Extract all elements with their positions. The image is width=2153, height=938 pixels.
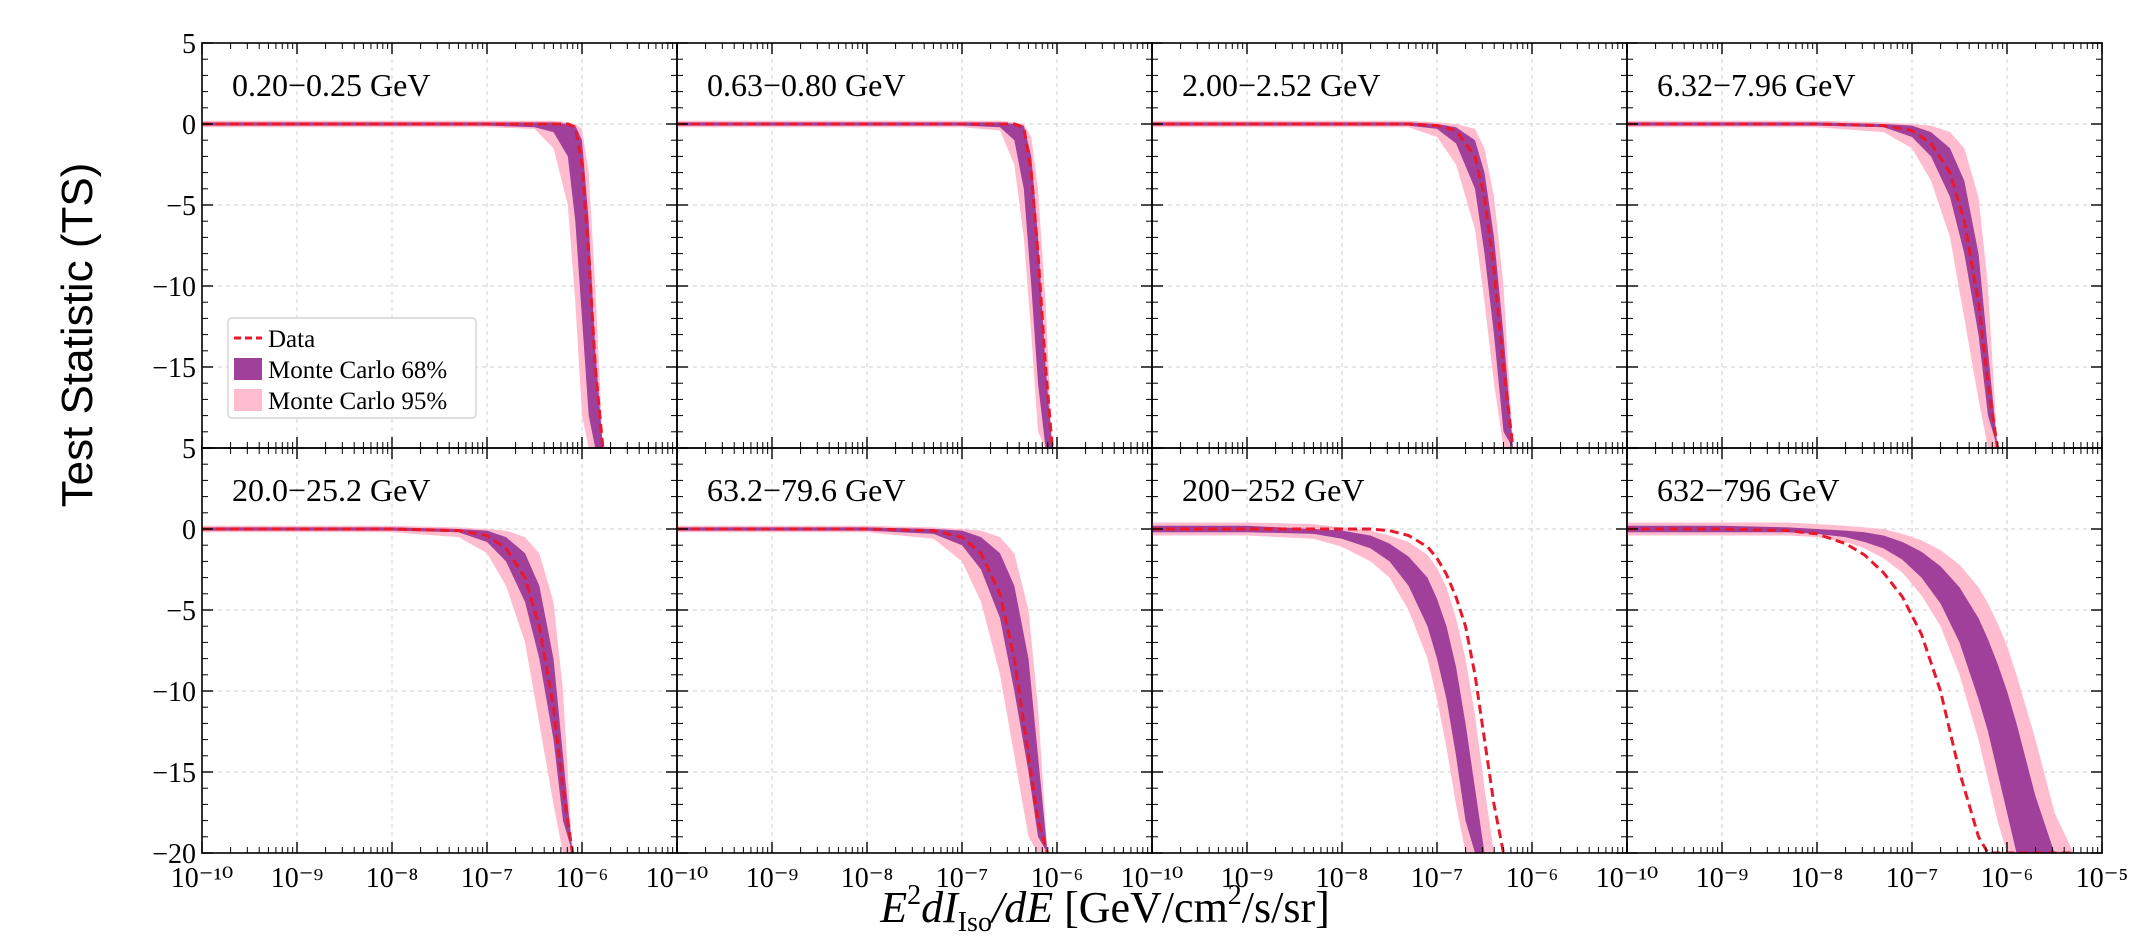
mc68-band bbox=[677, 122, 1053, 448]
x-axis-label-iso: Iso bbox=[958, 907, 992, 938]
y-tick-label: −15 bbox=[152, 758, 196, 789]
y-tick-label: −20 bbox=[152, 839, 196, 870]
data-line bbox=[677, 122, 1054, 448]
panel-title: 63.2−79.6 GeV bbox=[707, 472, 905, 508]
mc95-band bbox=[202, 120, 603, 448]
panel-frame bbox=[1626, 42, 2103, 449]
x-tick-label: 10⁻⁶ bbox=[556, 863, 609, 894]
y-tick-label: 0 bbox=[182, 515, 196, 546]
panel-title: 0.63−0.80 GeV bbox=[707, 67, 905, 103]
panel-frame bbox=[676, 447, 1153, 854]
x-tick-label: 10⁻⁵ bbox=[2076, 863, 2129, 894]
mc95-band bbox=[677, 525, 1048, 853]
legend-swatch-band bbox=[234, 358, 262, 380]
x-tick-label: 10⁻¹⁰ bbox=[171, 863, 233, 894]
x-tick-label: 10⁻⁹ bbox=[271, 863, 324, 894]
y-tick-label: −5 bbox=[166, 596, 196, 627]
panel-frame bbox=[1151, 447, 1628, 854]
mc68-band bbox=[1627, 122, 1998, 448]
panel-frame bbox=[1151, 42, 1628, 449]
legend: Data Monte Carlo 68% Monte Carlo 95% bbox=[227, 317, 477, 419]
panel: 6.32−7.96 GeV bbox=[1626, 42, 2103, 449]
panel: 10⁻¹⁰ 10⁻⁹ 10⁻⁸ 10⁻⁷ 10⁻⁶ 200−252 GeV bbox=[1121, 447, 1628, 894]
x-tick-label: 10⁻⁶ bbox=[1981, 863, 2034, 894]
legend-label: Monte Carlo 95% bbox=[268, 388, 447, 415]
panel: 10⁻¹⁰ 10⁻⁹ 10⁻⁸ 10⁻⁷ 10⁻⁶ 63.2−79.6 GeV bbox=[646, 447, 1153, 894]
legend-label: Data bbox=[268, 326, 315, 353]
data-line bbox=[1152, 527, 1505, 853]
panel-title: 20.0−25.2 GeV bbox=[232, 472, 430, 508]
y-tick-label: −15 bbox=[152, 353, 196, 384]
panel: 2.00−2.52 GeV bbox=[1151, 42, 1628, 449]
x-axis-label: E2dIIso/dE [GeV/cm2/s/sr] bbox=[879, 880, 1330, 938]
x-tick-label: 10⁻⁷ bbox=[1886, 863, 1939, 894]
x-axis-label-units-end: /s/sr] bbox=[1242, 883, 1330, 932]
x-axis-label-e: E bbox=[879, 883, 907, 932]
mc95-band bbox=[1627, 120, 1998, 448]
mc68-band bbox=[1152, 525, 1504, 853]
legend-label: Monte Carlo 68% bbox=[268, 357, 447, 384]
data-line bbox=[677, 527, 1049, 853]
mc95-band bbox=[202, 525, 573, 853]
legend-frame bbox=[227, 317, 477, 419]
y-tick-label: 5 bbox=[182, 434, 196, 465]
x-tick-label: 10⁻⁶ bbox=[1506, 863, 1559, 894]
panel-frame bbox=[1626, 447, 2103, 854]
x-axis-label-units-sup: 2 bbox=[1228, 880, 1242, 911]
mc68-band bbox=[202, 527, 573, 853]
legend-swatch-band bbox=[234, 389, 262, 411]
x-axis-label-di: dI bbox=[921, 883, 960, 932]
y-tick-label: −5 bbox=[166, 191, 196, 222]
x-axis-label-sup: 2 bbox=[907, 880, 921, 911]
panel: 5 0 −5 −10 −15 0.20−0.25 GeV bbox=[152, 29, 678, 449]
data-line bbox=[202, 122, 605, 448]
x-axis-label-units: [GeV/cm bbox=[1053, 883, 1228, 932]
x-tick-label: 10⁻⁸ bbox=[1791, 863, 1844, 894]
x-tick-label: 10⁻¹⁰ bbox=[1121, 863, 1183, 894]
x-tick-label: 10⁻⁷ bbox=[1411, 863, 1464, 894]
panel-frame bbox=[201, 447, 678, 854]
x-tick-label: 10⁻⁹ bbox=[1696, 863, 1749, 894]
x-tick-label: 10⁻⁶ bbox=[1031, 863, 1084, 894]
x-tick-label: 10⁻⁸ bbox=[366, 863, 419, 894]
x-axis-label-de: /dE bbox=[989, 883, 1053, 932]
y-tick-label: 5 bbox=[182, 29, 196, 60]
panel-title: 200−252 GeV bbox=[1182, 472, 1364, 508]
x-tick-label: 10⁻⁸ bbox=[1316, 863, 1369, 894]
y-axis-label: Test Statistic (TS) bbox=[53, 163, 102, 508]
mc95-band bbox=[1152, 120, 1513, 448]
data-line bbox=[1627, 122, 1999, 448]
panel-frame bbox=[676, 42, 1153, 449]
x-tick-label: 10⁻⁷ bbox=[461, 863, 514, 894]
x-tick-label: 10⁻⁸ bbox=[841, 863, 894, 894]
x-tick-label: 10⁻⁹ bbox=[746, 863, 799, 894]
panel-grid: 5 0 −5 −10 −15 0.20−0.25 GeV 0.63−0.80 GeV 2.00… bbox=[152, 29, 2128, 894]
mc95-band bbox=[1152, 522, 1504, 853]
x-tick-label: 10⁻⁷ bbox=[936, 863, 989, 894]
y-tick-label: −10 bbox=[152, 272, 196, 303]
mc95-band bbox=[677, 120, 1053, 448]
panel: 10⁻¹⁰ 10⁻⁹ 10⁻⁸ 10⁻⁷ 10⁻⁶ 10⁻⁵ 632−796 GeV bbox=[1596, 447, 2129, 894]
panel-title: 632−796 GeV bbox=[1657, 472, 1839, 508]
x-tick-label: 10⁻¹⁰ bbox=[1596, 863, 1658, 894]
y-tick-label: 0 bbox=[182, 110, 196, 141]
y-tick-label: −10 bbox=[152, 677, 196, 708]
x-tick-label: 10⁻⁹ bbox=[1221, 863, 1274, 894]
data-line bbox=[202, 527, 574, 853]
panel: 0.63−0.80 GeV bbox=[676, 42, 1153, 449]
panel-title: 2.00−2.52 GeV bbox=[1182, 67, 1380, 103]
mc68-band bbox=[1627, 525, 2074, 853]
mc68-band bbox=[1152, 122, 1513, 448]
panel-title: 0.20−0.25 GeV bbox=[232, 67, 430, 103]
data-line bbox=[1627, 527, 2074, 853]
x-tick-label: 10⁻¹⁰ bbox=[646, 863, 708, 894]
panel-title: 6.32−7.96 GeV bbox=[1657, 67, 1855, 103]
